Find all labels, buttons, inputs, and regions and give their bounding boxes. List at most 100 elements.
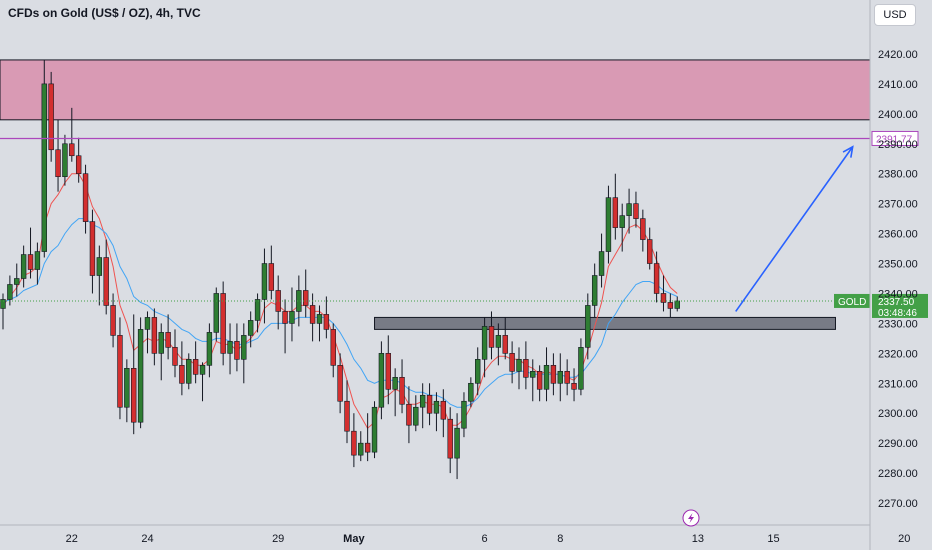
candle[interactable] [495,323,502,366]
candle[interactable] [488,311,495,360]
candle[interactable] [481,317,488,378]
candle[interactable] [585,293,591,360]
candle[interactable] [571,368,577,402]
candle[interactable] [461,392,467,438]
candle[interactable] [41,59,47,258]
candle[interactable] [564,359,570,396]
candle[interactable] [647,227,653,270]
candle[interactable] [399,359,405,414]
candle[interactable] [303,269,309,318]
candle[interactable] [89,209,96,294]
candle[interactable] [358,431,364,462]
candle[interactable] [254,293,261,333]
candle[interactable] [289,287,295,342]
candle[interactable] [591,263,598,318]
candle[interactable] [557,353,563,402]
candle[interactable] [227,323,233,375]
lightning-icon[interactable] [682,509,700,527]
candle[interactable] [633,191,639,228]
candle[interactable] [234,323,240,372]
candle[interactable] [316,305,323,342]
candle[interactable] [144,311,151,354]
candle[interactable] [199,362,206,402]
candle[interactable] [268,245,275,300]
candle[interactable] [337,353,343,414]
candle[interactable] [378,341,385,420]
candle[interactable] [351,413,357,468]
candle[interactable] [502,317,508,360]
candle[interactable] [626,188,632,234]
candle[interactable] [364,413,371,462]
candle[interactable] [275,275,281,330]
candle[interactable] [454,413,460,480]
candle[interactable] [110,293,116,348]
candle[interactable] [536,365,543,402]
candle[interactable] [117,317,123,420]
candle[interactable] [330,323,336,378]
candle[interactable] [612,173,619,240]
candle[interactable] [124,359,130,423]
candle[interactable] [137,317,144,429]
candle[interactable] [0,293,6,330]
candle[interactable] [667,293,674,318]
candle[interactable] [48,71,54,162]
candle[interactable] [75,137,82,183]
candle[interactable] [385,335,391,405]
candle[interactable] [34,242,41,285]
candle[interactable] [186,353,192,390]
candle[interactable] [392,368,398,417]
candle[interactable] [640,209,646,252]
candle[interactable] [69,107,75,162]
candle[interactable] [27,227,34,279]
candle[interactable] [247,311,254,348]
candle[interactable] [516,347,522,390]
candle[interactable] [172,329,178,378]
candle[interactable] [192,341,199,384]
candle[interactable] [426,383,433,426]
time-axis[interactable]: 22 24 29 May 6 8 13 15 20 [0,509,910,545]
candle[interactable] [151,308,158,366]
candle[interactable] [419,383,426,429]
candle[interactable] [371,401,378,459]
candle[interactable] [282,299,288,354]
candle[interactable] [440,389,447,438]
candle[interactable] [447,407,453,474]
candle[interactable] [82,164,89,234]
candle[interactable] [20,245,27,288]
candle[interactable] [509,341,515,384]
candle[interactable] [578,338,584,396]
price-axis[interactable]: 2270.00 2280.00 2290.00 2300.00 2310.00 2320.… [869,0,918,550]
candle[interactable] [550,353,557,396]
candle[interactable] [406,386,412,444]
candle[interactable] [165,314,171,360]
candle[interactable] [241,323,247,384]
candle[interactable] [206,323,213,378]
candle[interactable] [530,359,536,402]
candle[interactable] [62,134,68,186]
candle[interactable] [96,245,103,306]
candle[interactable] [653,251,660,303]
candle[interactable] [323,296,330,339]
candle[interactable] [103,239,109,315]
candle[interactable] [605,185,612,264]
candle[interactable] [158,323,164,381]
candle[interactable] [433,392,440,432]
candle[interactable] [179,341,185,396]
candle[interactable] [296,275,302,327]
currency-button[interactable]: USD [874,4,916,26]
candle[interactable] [660,275,667,312]
candle[interactable] [475,347,481,396]
candle[interactable] [413,395,419,432]
candle[interactable] [468,377,474,408]
candle[interactable] [261,248,268,324]
candle[interactable] [55,119,61,192]
candle[interactable] [619,203,625,252]
candle[interactable] [220,281,226,366]
candle[interactable] [131,314,137,435]
candle[interactable] [523,341,529,390]
candle[interactable] [674,296,680,312]
candle[interactable] [543,347,550,402]
candle[interactable] [344,380,350,444]
candle[interactable] [598,233,605,288]
